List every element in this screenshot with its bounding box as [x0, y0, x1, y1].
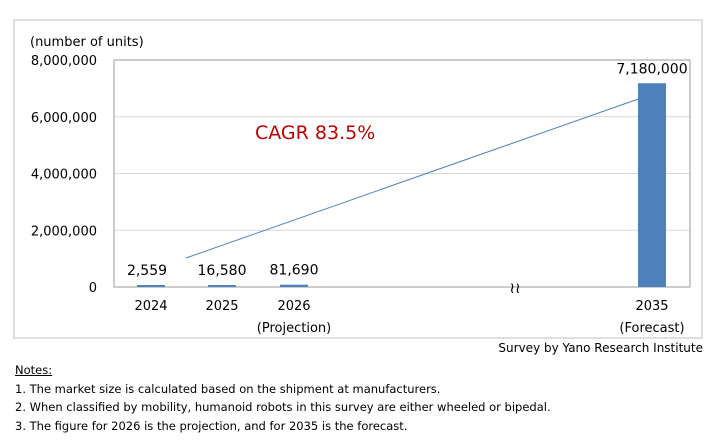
- value-label-2024: 2,559: [127, 263, 167, 279]
- y-tick-label: 0: [89, 281, 97, 296]
- notes-section: Notes: 1. The market size is calculated …: [15, 361, 551, 435]
- cagr-annotation: CAGR 83.5%: [255, 122, 375, 144]
- bars: [137, 83, 666, 287]
- x-tick-label-2025: 2025: [205, 299, 238, 314]
- x-tick-label-2035: 2035: [635, 299, 668, 314]
- note-item-1: 1. The market size is calculated based o…: [15, 381, 441, 396]
- bar-2026: [280, 284, 308, 287]
- source-credit: Survey by Yano Research Institute: [498, 341, 703, 355]
- value-label-2026: 81,690: [270, 263, 319, 279]
- value-label-2025: 16,580: [198, 263, 247, 279]
- y-tick-label: 4,000,000: [31, 168, 97, 183]
- x-sub-label-2035: (Forecast): [619, 321, 684, 336]
- y-tick-label: 6,000,000: [31, 111, 97, 126]
- cagr-trend-line: [185, 96, 645, 259]
- market-size-chart: (number of units) 0 2,000,000 4,000,000 6,0…: [13, 19, 703, 339]
- gridlines: [114, 116, 690, 231]
- x-tick-label-2024: 2024: [134, 299, 167, 314]
- axis-break-marker: ≀≀: [509, 279, 520, 297]
- value-labels: 2,559 16,580 81,690 7,180,000: [127, 61, 688, 279]
- chart-frame: [13, 19, 703, 339]
- bar-2025: [208, 285, 236, 287]
- notes-title: Notes:: [15, 363, 53, 377]
- y-tick-label: 8,000,000: [31, 54, 97, 69]
- y-tick-label: 2,000,000: [31, 224, 97, 239]
- y-axis-ticks: 0 2,000,000 4,000,000 6,000,000 8,000,000: [31, 54, 97, 296]
- plot-area: [113, 59, 691, 288]
- bar-2035: [638, 83, 666, 287]
- note-item-3: 3. The figure for 2026 is the projection…: [15, 418, 408, 433]
- value-label-2035: 7,180,000: [616, 61, 687, 77]
- x-axis-labels: 2024 2025 2026 (Projection) 2035 (Forecast): [134, 299, 684, 336]
- bar-2024: [137, 285, 165, 287]
- unit-label: (number of units): [30, 35, 144, 50]
- x-tick-label-2026: 2026: [277, 299, 310, 314]
- x-sub-label-2026: (Projection): [257, 321, 331, 336]
- note-item-2: 2. When classified by mobility, humanoid…: [15, 400, 551, 414]
- cagr-arrowhead: [638, 95, 648, 102]
